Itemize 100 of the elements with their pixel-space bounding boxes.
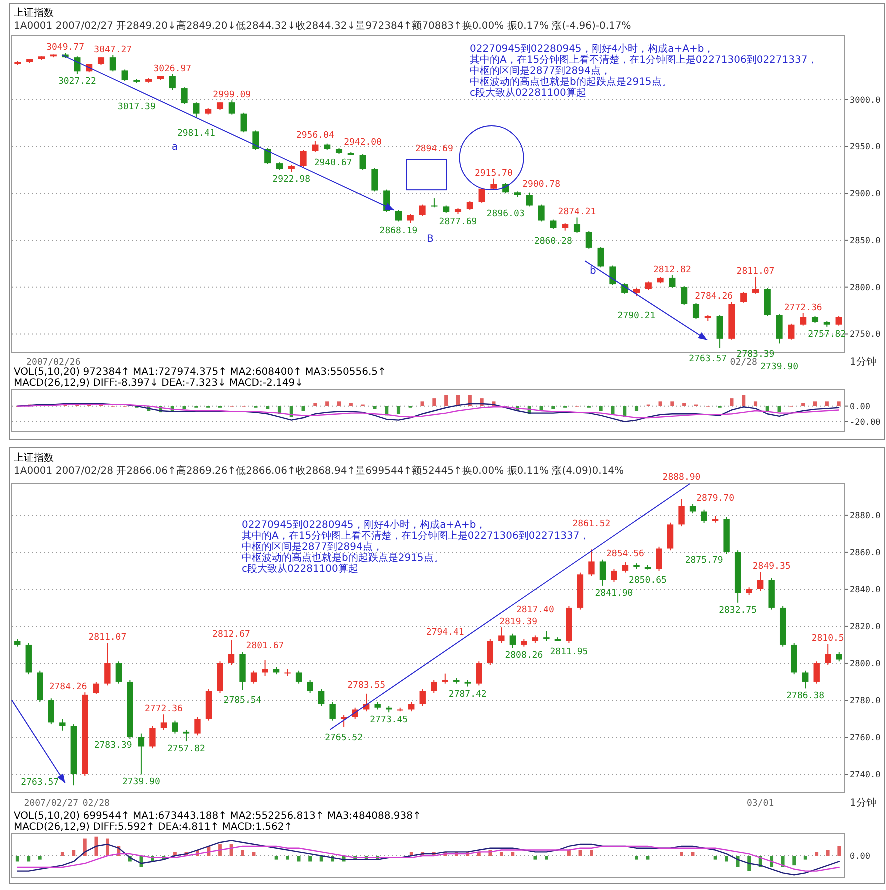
text: 2811.07 [88, 632, 127, 643]
text: 2812.67 [212, 630, 250, 640]
text: 2894.69 [415, 144, 454, 155]
text: 2877.69 [439, 217, 478, 228]
text: 2801.67 [246, 641, 284, 652]
text: 2956.04 [296, 131, 334, 142]
text: VOL(5,10,20) 972384↑ MA1:727974.375↑ MA2:608400↑ MA3:550556.5↑ [14, 367, 386, 378]
text: 2783.39 [736, 350, 775, 360]
text: 2783.39 [94, 741, 132, 752]
y-tick-label: 2800.0 [850, 659, 881, 670]
text: 2868.19 [380, 226, 418, 236]
annotation: 中枢的区间是2877到2894点， [242, 541, 383, 553]
y-tick-label: 2740.0 [850, 770, 881, 780]
chart-subtitle: 1A0001 2007/02/28 开2866.06↑高2869.26↑低2866.06↑收2868.94↑量699544↑额52445↑换0.00% 振0.11% 涨(4.09)0.14% [14, 465, 624, 477]
text: 2785.54 [224, 696, 262, 706]
y-tick-label: 2950.0 [850, 142, 881, 153]
annotation: 02270945到02280945，刚好4小时，构成a+A+b， [242, 519, 486, 531]
y-tick-label: 2750.0 [850, 330, 881, 340]
text: 2810.5 [812, 634, 844, 644]
text: 2900.78 [522, 180, 561, 190]
chart-title: MACD(26,12,9) DIFF:-8.397↓ DEA:-7.323↓ MACD:-2.149↓ [14, 378, 304, 389]
text: 2832.75 [719, 606, 758, 616]
annotation: 中枢的区间是2877到2894点， [470, 65, 611, 77]
text: 2783.55 [348, 680, 386, 691]
y-tick-label: 2860.0 [850, 548, 881, 558]
text: 2875.79 [685, 556, 724, 566]
annotation: B [427, 234, 434, 245]
text: 2784.26 [695, 292, 734, 302]
y-tick-label: 2780.0 [850, 696, 881, 706]
text: 3049.77 [46, 43, 85, 54]
y-tick-label: 2820.0 [850, 622, 881, 632]
text: 3017.39 [118, 102, 156, 112]
text: 2757.82 [168, 744, 206, 755]
text: 2896.03 [486, 209, 525, 220]
text: 2874.21 [558, 208, 596, 218]
text: 2773.45 [370, 716, 408, 726]
y-tick-label: 2800.0 [850, 283, 881, 294]
text: 2763.57 [21, 778, 60, 788]
annotation: 其中的A，在15分钟图上看不清楚，在1分钟图上是02271306到02271337， [242, 530, 590, 542]
text: 2811.95 [550, 647, 588, 658]
text: 2849.35 [752, 562, 791, 572]
text: 2841.90 [595, 588, 634, 599]
text: 3027.22 [58, 77, 96, 88]
text: 1分钟 [850, 356, 876, 368]
y-tick-label: 2880.0 [850, 511, 881, 522]
text: 2860.28 [534, 236, 572, 247]
y-tick-label: -20.00 [850, 418, 881, 428]
text: 2981.41 [177, 129, 216, 140]
y-tick-label: 2760.0 [850, 733, 881, 744]
text: 2817.40 [516, 605, 554, 616]
text: 2784.26 [49, 682, 88, 693]
text: 2794.41 [426, 628, 464, 638]
annotation: a [172, 142, 178, 153]
y-tick-label: 3000.0 [850, 96, 881, 106]
x-tick-label: 02/28 [82, 799, 110, 809]
text: 2942.00 [344, 138, 382, 148]
text: 3047.27 [94, 45, 132, 56]
text: 2811.07 [736, 266, 775, 277]
text: 3026.97 [154, 64, 192, 74]
text: 2765.52 [325, 733, 364, 744]
text: 2808.26 [505, 651, 544, 662]
y-tick-label: 2840.0 [850, 585, 881, 596]
annotation: 其中的A，在15分钟图上看不清楚，在1分钟图上是02271306到02271337， [470, 54, 818, 66]
y-tick-label: 0.00 [850, 402, 870, 412]
annotation: 中枢波动的高点也就是b的起跌点是2915点。 [242, 552, 444, 564]
x-tick-label: 2007/02/27 [24, 799, 78, 809]
text: 2772.36 [144, 704, 183, 715]
text: 2915.70 [474, 168, 513, 179]
text: 2739.90 [760, 362, 799, 373]
chart-title: 上证指数 [14, 452, 54, 464]
text: 2999.09 [213, 90, 252, 101]
x-tick-label: 02/28 [730, 358, 758, 368]
text: 1分钟 [850, 797, 876, 809]
annotation: b [590, 266, 596, 277]
text: 2763.57 [689, 354, 728, 365]
text: 2790.21 [618, 312, 656, 322]
y-tick-label: 2900.0 [850, 190, 881, 200]
text: 2772.36 [784, 303, 822, 314]
text: 2787.42 [448, 690, 487, 700]
text: 2739.90 [122, 778, 160, 788]
text: 2888.90 [662, 472, 701, 483]
text: 2940.67 [314, 158, 352, 168]
text: 2819.39 [500, 618, 538, 628]
chart-subtitle: 1A0001 2007/02/27 开2849.20↓高2849.20↓低2844.32↓收2844.32↓量972384↑额70883↑换0.00% 振0.17% 涨(-4.96)-0.17% [14, 20, 632, 32]
text: VOL(5,10,20) 699544↑ MA1:673443.188↑ MA2:552256.813↑ MA3:484088.938↑ [14, 811, 422, 822]
y-tick-label: 2850.0 [850, 236, 881, 246]
text: 2854.56 [606, 550, 644, 560]
x-tick-label: 03/01 [747, 799, 774, 809]
text: 2812.82 [653, 265, 692, 276]
text: 2757.82 [808, 330, 846, 340]
chart-title: 上证指数 [14, 7, 54, 19]
x-tick-label: 2007/02/26 [26, 358, 81, 368]
text: 2879.70 [696, 494, 735, 504]
text: 2786.38 [786, 692, 825, 702]
text: 2861.52 [572, 520, 611, 530]
annotation: 02270945到02280945，刚好4小时，构成a+A+b， [470, 43, 714, 55]
annotation: 中枢波动的高点也就是b的起跌点是2915点。 [470, 76, 672, 88]
chart-title: MACD(26,12,9) DIFF:5.592↑ DEA:4.811↑ MACD:1.562↑ [14, 822, 293, 833]
annotation: c段大致从02281100算起 [470, 87, 586, 99]
text: 2922.98 [272, 175, 311, 186]
